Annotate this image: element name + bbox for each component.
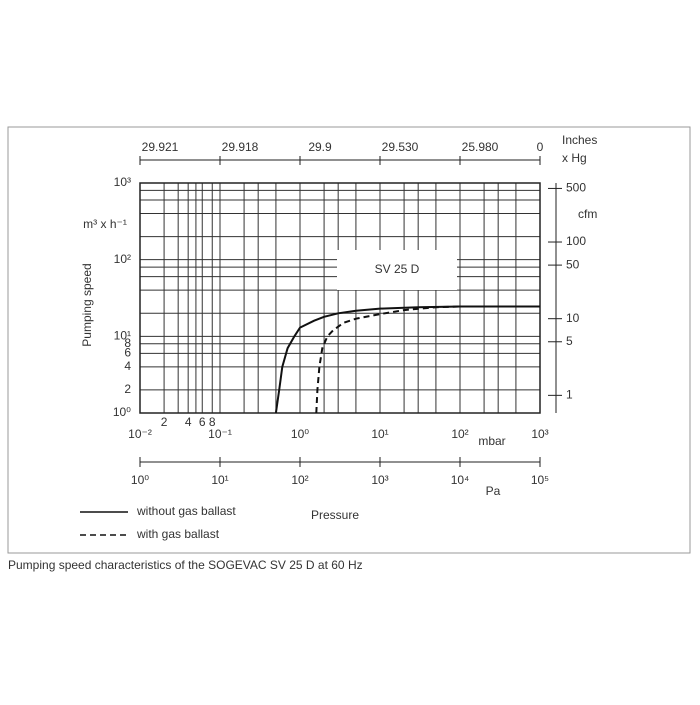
x-tick-label: 10¹ [371, 427, 388, 441]
y2-tick-label: 500 [566, 181, 586, 195]
y-tick-label: 4 [124, 359, 131, 373]
pa-tick-label: 10¹ [211, 473, 228, 487]
y-tick-label: 8 [124, 336, 131, 350]
x-tick-label: 10⁻² [128, 427, 152, 441]
x-tick-label: 2 [161, 415, 168, 429]
y-axis-title: Pumping speed [80, 263, 94, 346]
x-axis-title: Pressure [311, 508, 359, 522]
series-line [315, 305, 540, 414]
y-tick-label: 6 [124, 346, 131, 360]
top-tick-label: 29.921 [142, 140, 179, 154]
top-tick-label: 25.980 [462, 140, 499, 154]
series-line [274, 305, 540, 414]
y-tick-label: 10⁰ [113, 405, 131, 419]
top-tick-label: 29.918 [222, 140, 259, 154]
y-tick-label: 10¹ [114, 329, 131, 343]
top-axis-title: x Hg [562, 151, 587, 165]
pa-tick-label: 10⁵ [531, 473, 549, 487]
top-axis-title: Inches [562, 133, 597, 147]
top-tick-label: 29.9 [308, 140, 332, 154]
x-tick-label: 10³ [531, 427, 548, 441]
y-tick-label: 10³ [114, 175, 131, 189]
pa-tick-label: 10³ [371, 473, 388, 487]
y-tick-label: 2 [124, 382, 131, 396]
y-unit: m³ x h⁻¹ [83, 217, 127, 231]
legend-label: without gas ballast [136, 504, 236, 518]
top-tick-label: 0 [537, 140, 544, 154]
pa-tick-label: 10² [291, 473, 308, 487]
x-unit: mbar [478, 434, 505, 448]
annotation-box [337, 250, 457, 290]
y2-tick-label: 50 [566, 257, 580, 271]
y2-axis-title: cfm [578, 207, 597, 221]
caption: Pumping speed characteristics of the SOG… [8, 558, 363, 572]
y2-tick-label: 1 [566, 388, 573, 402]
plot-border [139, 182, 541, 414]
annotation: SV 25 D [375, 262, 420, 276]
pa-tick-label: 10⁰ [131, 473, 149, 487]
x-tick-label: 10² [451, 427, 468, 441]
frame [7, 126, 691, 554]
x-tick-label: 10⁻¹ [208, 427, 232, 441]
legend-label: with gas ballast [136, 527, 220, 541]
top-tick-label: 29.530 [382, 140, 419, 154]
pa-unit: Pa [486, 484, 501, 498]
x-tick-label: 8 [209, 415, 216, 429]
y-tick-label: 10² [114, 252, 131, 266]
x-tick-label: 4 [185, 415, 192, 429]
x-tick-label: 6 [199, 415, 206, 429]
x-tick-label: 10⁰ [291, 427, 309, 441]
y2-tick-label: 5 [566, 334, 573, 348]
pa-tick-label: 10⁴ [451, 473, 470, 487]
y2-tick-label: 10 [566, 311, 580, 325]
y2-tick-label: 100 [566, 234, 586, 248]
